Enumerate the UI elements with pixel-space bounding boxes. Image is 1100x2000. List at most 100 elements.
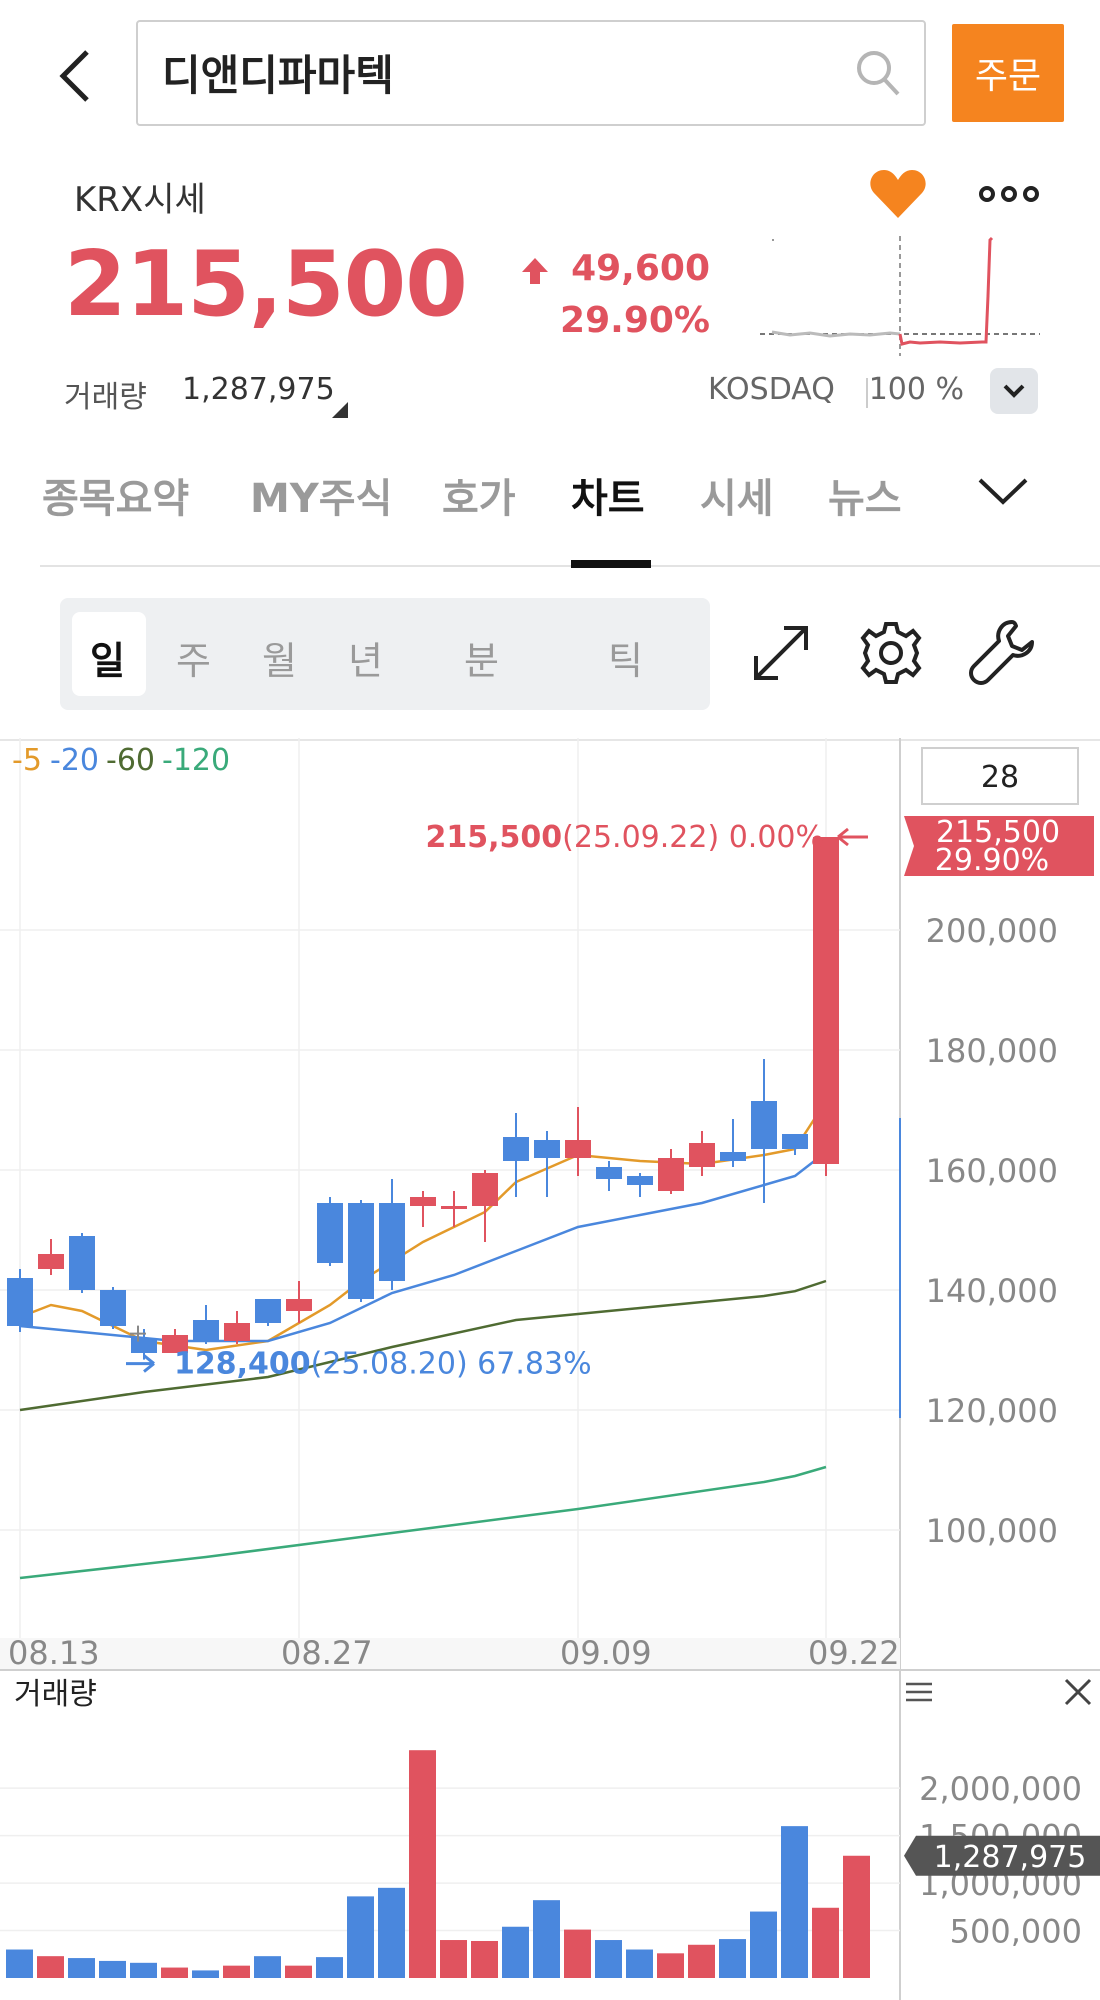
margin-rate: 100 % xyxy=(868,372,964,407)
volume-tick-label: 2,000,000 xyxy=(919,1770,1082,1808)
date-tick-label: 09.22 xyxy=(808,1634,900,1672)
current-price: 215,500 xyxy=(64,232,468,337)
candle-body xyxy=(720,1152,746,1161)
exchange-divider xyxy=(866,378,868,408)
order-button[interactable]: 주문 xyxy=(952,24,1064,122)
volume-bar xyxy=(99,1960,126,1978)
price-tick-label: 200,000 xyxy=(926,912,1058,950)
volume-bar xyxy=(533,1900,560,1978)
date-axis-band xyxy=(0,1638,900,1670)
candle-body xyxy=(534,1140,560,1158)
period-minute[interactable]: 분 xyxy=(464,639,499,683)
change-amount: 49,600 xyxy=(571,248,710,289)
fullscreen-icon[interactable] xyxy=(748,620,814,686)
volume-bar xyxy=(812,1907,839,1978)
volume-bar xyxy=(750,1911,777,1978)
back-button[interactable] xyxy=(40,36,110,116)
volume-bar xyxy=(657,1953,684,1978)
volume-bar xyxy=(440,1940,467,1978)
search-value: 디앤디파마텍 xyxy=(162,51,394,100)
high-annotation-price: 215,500 xyxy=(426,820,563,855)
period-week[interactable]: 주 xyxy=(176,639,211,683)
candle-body xyxy=(627,1176,653,1185)
period-selector xyxy=(60,598,710,710)
current-price-tag-value: 215,500 xyxy=(936,815,1060,850)
volume-bar xyxy=(564,1929,591,1978)
stock-chart[interactable]: 100,000 120,000 140,000 160,000 180,000 200,0… xyxy=(0,738,1100,2000)
price-tick-label: 120,000 xyxy=(926,1392,1058,1430)
period-tick[interactable]: 틱 xyxy=(608,639,643,683)
ma-legend-item: -60 xyxy=(106,743,155,778)
volume-bar xyxy=(285,1965,312,1978)
tab-my-stock[interactable]: MY주식 xyxy=(250,476,393,522)
volume-label: 거래량 xyxy=(64,380,147,415)
candle-body xyxy=(410,1197,436,1206)
candle-body xyxy=(379,1203,405,1281)
candle-body xyxy=(100,1290,126,1326)
volume-bars xyxy=(6,1750,870,1978)
ma-legend-item: -120 xyxy=(162,743,230,778)
candle-body xyxy=(813,837,839,1164)
low-annotation: 128,400(25.08.20) 67.83% xyxy=(174,1347,592,1382)
crosshair-marker xyxy=(130,1325,146,1342)
price-tick-label: 140,000 xyxy=(926,1272,1058,1310)
volume-bar xyxy=(781,1826,808,1978)
volume-bar xyxy=(378,1887,405,1978)
settings-gear-icon[interactable] xyxy=(856,618,926,688)
volume-bar xyxy=(68,1958,95,1978)
low-annotation-arrow xyxy=(126,1354,155,1373)
candle-body xyxy=(224,1323,250,1341)
tab-price[interactable]: 시세 xyxy=(700,476,774,522)
high-annotation-arrow xyxy=(837,827,868,847)
tab-summary[interactable]: 종목요약 xyxy=(42,476,190,522)
volume-bar xyxy=(595,1940,622,1978)
search-input[interactable]: 디앤디파마텍 xyxy=(136,20,926,126)
volume-caret-icon xyxy=(332,402,348,418)
candle-body xyxy=(503,1137,529,1161)
volume-bar xyxy=(254,1956,281,1978)
chart-axes: 100,000 120,000 140,000 160,000 180,000 200,0… xyxy=(8,743,1092,1951)
candle-body xyxy=(255,1299,281,1323)
tab-news[interactable]: 뉴스 xyxy=(828,476,902,522)
tab-more-chevron-icon[interactable] xyxy=(976,474,1030,510)
candle-body xyxy=(751,1101,777,1149)
volume-bar xyxy=(688,1944,715,1978)
period-day[interactable]: 일 xyxy=(90,639,125,683)
price-tick-label: 100,000 xyxy=(926,1512,1058,1550)
wrench-icon[interactable] xyxy=(966,616,1038,688)
menu-icon xyxy=(906,1682,932,1702)
candle-body xyxy=(38,1254,64,1269)
candlesticks xyxy=(7,837,839,1360)
chevron-down-icon xyxy=(1003,384,1025,398)
tab-orderbook[interactable]: 호가 xyxy=(442,476,516,522)
volume-bar xyxy=(37,1956,64,1978)
volume-bar xyxy=(409,1750,436,1978)
candle-body xyxy=(441,1206,467,1209)
intraday-mini-chart xyxy=(760,236,1040,356)
volume-current-tag xyxy=(904,1835,1100,1876)
volume-bar xyxy=(223,1965,250,1978)
more-icon[interactable] xyxy=(978,184,1040,204)
low-annotation-date: (25.08.20) 67.83% xyxy=(311,1347,592,1382)
candle-body xyxy=(472,1173,498,1206)
candle-body xyxy=(565,1140,591,1158)
quote-expand-button[interactable] xyxy=(990,368,1038,414)
volume-current-tag-value: 1,287,975 xyxy=(934,1840,1087,1875)
candle-body xyxy=(131,1338,157,1353)
ma-legend-item: -5 xyxy=(12,743,42,778)
heart-icon[interactable] xyxy=(868,166,928,222)
candle-body xyxy=(348,1203,374,1299)
search-icon[interactable] xyxy=(854,48,902,100)
tab-chart[interactable]: 차트 xyxy=(571,476,645,522)
candle-body xyxy=(782,1134,808,1149)
period-year[interactable]: 년 xyxy=(348,639,383,683)
current-price-tag xyxy=(904,816,1094,876)
candle-body xyxy=(193,1320,219,1341)
period-day-highlight xyxy=(72,612,146,696)
candle-body xyxy=(689,1143,715,1167)
date-tick-label: 09.09 xyxy=(560,1634,652,1672)
date-tick-label: 08.27 xyxy=(281,1634,373,1672)
up-arrow-icon xyxy=(522,258,548,284)
back-icon xyxy=(59,50,89,102)
period-month[interactable]: 월 xyxy=(262,639,297,683)
